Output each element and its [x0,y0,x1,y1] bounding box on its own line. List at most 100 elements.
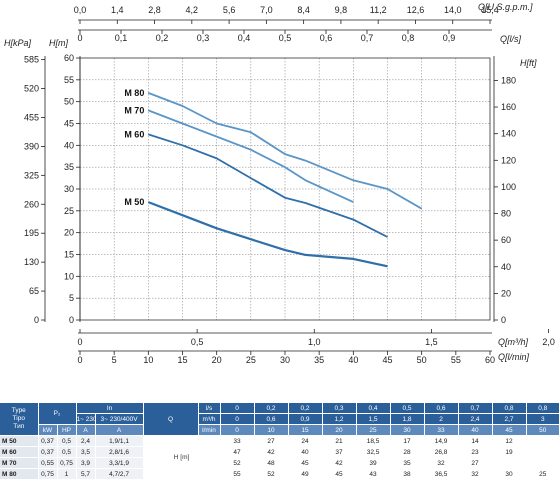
axis-label-m: H[m] [49,38,68,48]
tick-label: 4,2 [186,5,199,15]
table-cell-h: 47 [220,446,255,458]
curve-m-70 [147,109,354,203]
tick-label: 25 [246,355,256,365]
tick-label: 60 [485,355,495,365]
tick-label: 2,0 [542,337,555,347]
axis-label-ls: Q[l/s] [500,34,522,44]
tick-label: 7,0 [260,5,273,15]
tick-label: 45 [382,355,392,365]
tick-label: 0,8 [402,33,415,43]
table-cell-h: 12 [492,435,527,447]
tick-label: 20 [212,355,222,365]
tick-label: 0,1 [115,33,128,43]
table-unit-m3h: m³/h [198,413,221,425]
table-header-in-3ph: 3~ 230/400V [95,413,144,425]
tick-label: 1,5 [425,337,438,347]
tick-label-m: 50 [64,97,74,107]
series-label: M 80 [124,88,144,98]
tick-label-m: 60 [64,53,74,63]
table-header-q: Q [143,403,199,436]
table-cell-h: 25 [526,468,560,480]
tick-label: 0 [77,33,82,43]
tick-label-kpa: 0 [34,315,39,325]
tick-label-ft: 120 [501,155,516,165]
axis-label-ft: H[ft] [520,58,537,68]
table-q-ls: 0,5 [390,403,425,414]
tick-label: 8,4 [297,5,310,15]
table-header-p2: P₂ [38,403,77,425]
tick-label: 0,2 [156,33,169,43]
tick-label-kpa: 520 [24,84,39,94]
table-cell: 0,37 [38,435,58,447]
table-cell-h: 42 [254,446,289,458]
table-cell: 3,3/1,9 [95,457,144,469]
table-q-lmin: 45 [492,424,527,436]
table-cell: 3,5 [76,446,96,458]
table-unit-lmin: l/min [198,424,221,436]
table-q-lmin: 15 [288,424,323,436]
curve-m-80 [147,92,423,210]
table-cell-h: 23 [458,446,493,458]
tick-label: 1,4 [111,5,124,15]
table-header-row: 1~ 230V3~ 230/400Vm³/h00,60,91,21,51,822… [0,413,560,425]
tick-label-ft: 160 [501,102,516,112]
tick-label: 15 [177,355,187,365]
tick-label-m: 5 [69,293,74,303]
table-q-m3h: 2,4 [458,413,493,425]
tick-label-m: 10 [64,271,74,281]
tick-label: 5 [112,355,117,365]
table-cell-h: 14,9 [424,435,459,447]
table-q-ls: 0,6 [424,403,459,414]
table-cell-h: 45 [322,468,357,480]
table-cell-h: 39 [356,457,391,469]
table-h-label: H [m] [143,435,221,480]
table-header-unit: kW [38,424,58,436]
tick-label-m: 45 [64,119,74,129]
table-cell-h: 32 [424,457,459,469]
table-q-lmin: 50 [526,424,560,436]
table-cell-h: 43 [356,468,391,480]
table-cell-h: 17 [390,435,425,447]
table-cell-h: 24 [288,435,323,447]
table-cell-type: M 60 [0,446,39,458]
table-q-ls: 0,7 [458,403,493,414]
table-cell: 0,37 [38,446,58,458]
series-label: M 60 [124,129,144,139]
tick-label: 0,4 [238,33,251,43]
table-row: M 50 0,37 0,5 2,4 1,9/1,1 H [m] 33 27 24 21 18,5 17… [0,435,560,480]
table-q-m3h: 0,9 [288,413,323,425]
tick-label: 0,6 [320,33,333,43]
tick-label-kpa: 260 [24,199,39,209]
tick-label: 9,8 [335,5,348,15]
tick-label-m: 30 [64,184,74,194]
table-q-ls: 0,2 [288,403,323,414]
table-header-in: In [76,403,144,414]
table-cell-h: 37 [322,446,357,458]
chart-axes: 0,0 1,4 2,8 4,2 5,6 7,0 8,4 9,8 11,2 12,6 14,0 15,4… [4,2,555,365]
tick-label: 0,5 [191,337,204,347]
tick-label-m: 0 [69,315,74,325]
table-cell-h: 28 [390,446,425,458]
tick-label: 55 [451,355,461,365]
tick-label: 11,2 [370,5,387,15]
table-q-m3h: 3 [526,413,560,425]
tick-label: 14,0 [444,5,462,15]
table-cell-h: 19 [492,446,527,458]
tick-label-m: 25 [64,206,74,216]
chart-curves [147,92,423,268]
table-row: M 70 0,55 0,75 3,9 3,3/1,9 52 48 45 42 39 35 32 27 [0,457,560,469]
table-cell: 1,9/1,1 [95,435,144,447]
table-q-lmin: 33 [424,424,459,436]
table-cell-h: 49 [288,468,323,480]
pump-performance-chart: 0,0 1,4 2,8 4,2 5,6 7,0 8,4 9,8 11,2 12,6 14,0 15,4… [4,2,555,365]
table-header-unit: HP [57,424,77,436]
table-cell-h: 35 [390,457,425,469]
tick-label: 30 [280,355,290,365]
table-cell: 0,55 [38,457,58,469]
tick-label-kpa: 390 [24,141,39,151]
table-cell: 1 [57,468,77,480]
table-q-m3h: 2 [424,413,459,425]
table-cell-h [526,446,560,458]
